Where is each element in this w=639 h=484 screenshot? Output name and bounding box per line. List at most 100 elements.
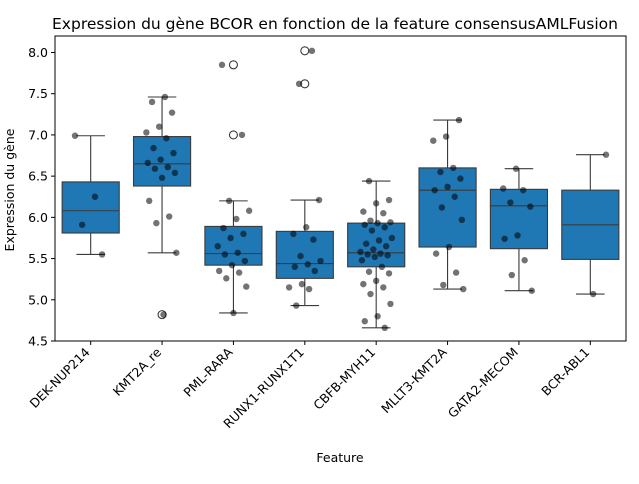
data-point <box>384 252 391 259</box>
data-point <box>218 61 226 69</box>
data-point <box>243 283 250 290</box>
data-point <box>161 93 169 101</box>
data-point <box>305 285 313 293</box>
data-point <box>223 275 230 282</box>
x-tick-label: KMT2A_re <box>110 344 165 399</box>
data-point <box>374 219 381 227</box>
x-tick-label: PML-RARA <box>180 344 235 399</box>
x-tick-label: RUNX1-RUNX1T1 <box>220 345 307 432</box>
data-point <box>437 168 444 176</box>
data-point <box>153 219 160 227</box>
data-point <box>450 164 457 172</box>
box-iqr <box>204 225 263 266</box>
x-tick-label: GATA2-MECOM <box>445 345 521 421</box>
data-point <box>173 249 180 256</box>
data-point <box>589 290 597 298</box>
data-point <box>527 203 534 210</box>
data-point <box>227 234 234 242</box>
data-point <box>233 215 240 223</box>
data-point <box>362 240 370 247</box>
chart-title: Expression du gène BCOR en fonction de l… <box>52 15 618 33</box>
data-point <box>360 280 367 288</box>
data-point <box>381 324 388 332</box>
data-point <box>293 302 300 309</box>
data-point <box>457 175 464 182</box>
data-point <box>365 268 373 275</box>
data-point <box>143 129 150 136</box>
y-axis-label: Expression du gène <box>2 128 17 251</box>
outlier-marker <box>300 46 310 56</box>
data-point <box>168 109 176 116</box>
box-iqr <box>275 230 334 279</box>
data-point <box>295 80 303 88</box>
data-point <box>431 186 438 194</box>
data-point <box>238 131 246 139</box>
data-point <box>215 267 223 275</box>
data-point <box>146 197 153 205</box>
box-iqr <box>489 188 549 250</box>
data-point <box>220 224 227 232</box>
data-point <box>372 277 380 285</box>
data-point <box>303 224 310 231</box>
data-point <box>240 230 247 238</box>
data-point <box>528 287 535 294</box>
x-tick-label: DEK-NUP214 <box>26 344 92 410</box>
data-point <box>388 234 396 242</box>
data-point <box>310 236 317 243</box>
y-tick-label: 4.5 <box>28 334 48 349</box>
data-point <box>378 263 386 271</box>
data-point <box>311 267 319 275</box>
data-point <box>298 280 306 288</box>
data-point <box>150 144 157 152</box>
data-point <box>387 219 394 226</box>
data-point <box>438 204 446 211</box>
data-point <box>151 165 159 172</box>
y-tick-label: 6.0 <box>28 210 48 225</box>
points-layer <box>71 47 610 332</box>
boxes-layer <box>61 46 620 329</box>
data-point <box>440 281 447 289</box>
y-tick-label: 6.5 <box>28 169 48 184</box>
y-tick-label: 5.5 <box>28 251 48 266</box>
data-point <box>385 196 393 204</box>
box-iqr <box>61 181 120 234</box>
data-point <box>430 137 437 144</box>
data-point <box>358 257 366 264</box>
data-point <box>521 257 528 264</box>
data-point <box>171 169 179 177</box>
data-point <box>385 270 393 277</box>
x-tick-label: BCR-ABL1 <box>538 345 592 399</box>
data-point <box>317 257 324 265</box>
data-point <box>245 207 253 214</box>
y-tick-label: 8.0 <box>28 45 48 60</box>
data-point <box>228 261 236 269</box>
data-point <box>164 163 171 171</box>
data-point <box>380 210 387 217</box>
x-tick-label: MLLT3-KMT2A <box>378 344 450 416</box>
data-point <box>387 300 394 308</box>
outlier-marker <box>228 60 238 70</box>
data-point <box>444 183 451 191</box>
data-point <box>372 200 380 207</box>
data-point <box>304 261 311 268</box>
data-point <box>360 208 367 215</box>
data-point <box>374 313 381 320</box>
data-point <box>156 123 163 130</box>
x-tick-label: CBFB-MYH11 <box>310 345 378 413</box>
data-point <box>455 116 463 124</box>
data-point <box>144 159 151 167</box>
data-point <box>225 197 233 205</box>
data-point <box>451 193 458 200</box>
box-iqr <box>347 222 406 268</box>
data-point <box>364 251 371 258</box>
data-point <box>230 309 237 317</box>
data-point <box>148 98 156 106</box>
data-point <box>508 271 515 279</box>
data-point <box>514 232 521 239</box>
data-point <box>452 269 460 276</box>
data-point <box>442 133 450 140</box>
data-point <box>297 252 304 260</box>
data-point <box>157 156 164 163</box>
data-point <box>291 263 299 271</box>
